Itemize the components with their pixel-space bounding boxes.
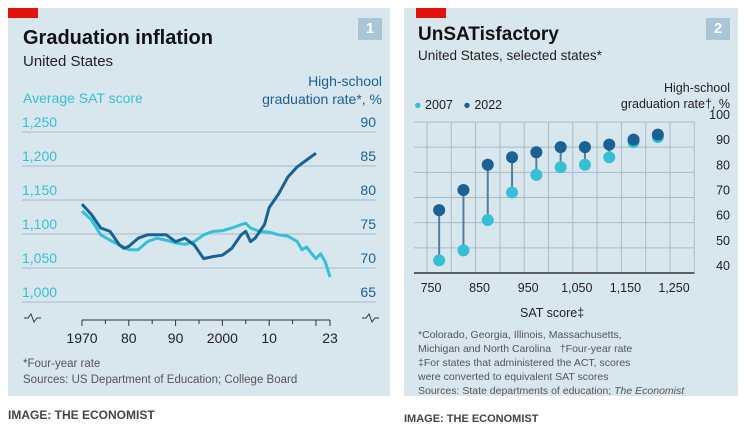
y-tick-label: 90 [716, 133, 730, 147]
left-tick-label: 1,150 [22, 182, 57, 198]
y-tick-label: 40 [716, 259, 730, 273]
economist-red-tag [416, 8, 446, 18]
image-credit: IMAGE: THE ECONOMIST [404, 413, 539, 425]
x-tick-label: 950 [518, 281, 539, 295]
y-tick-label: 80 [716, 158, 730, 172]
chart-panel-unsatisfactory: UnSATisfactory United States, selected s… [404, 8, 738, 398]
legend-dot-2022: ● [463, 98, 471, 112]
dot-2007 [554, 161, 567, 174]
dot-2007 [578, 158, 591, 171]
legend-dot-2007: ● [414, 98, 422, 112]
footnote: *Four-year rate [23, 358, 101, 370]
x-tick-label: 80 [121, 330, 137, 346]
left-tick-label: 1,100 [22, 216, 57, 232]
left-tick-label: 1,000 [22, 284, 57, 300]
economist-red-tag [8, 8, 38, 18]
axis-break-icon [362, 312, 379, 324]
chart-subtitle: United States, selected states* [418, 48, 602, 63]
y-tick-label: 60 [716, 209, 730, 223]
x-tick-label: 1,150 [610, 281, 641, 295]
chart-panel-graduation-inflation: Graduation inflation United States 1 Ave… [8, 8, 390, 396]
series-line-sat [80, 209, 332, 278]
x-tick-label: 10 [261, 330, 277, 346]
dot-2022 [530, 146, 543, 159]
x-axis-label: SAT score‡ [520, 306, 585, 320]
left-tick-label: 1,050 [22, 250, 57, 266]
left-tick-label: 1,200 [22, 148, 57, 164]
right-axis-label: High-school graduation rate*, % [262, 73, 382, 107]
dot-2007 [603, 151, 616, 164]
dot-2007 [530, 168, 543, 181]
chart-title: Graduation inflation [23, 27, 213, 49]
legend: ● 2007 ● 2022 [414, 98, 502, 112]
x-tick-label: 850 [469, 281, 490, 295]
series-line-graduation [80, 151, 317, 261]
y-tick-label: 70 [716, 184, 730, 198]
x-tick-label: 1,250 [658, 281, 689, 295]
legend-2007: 2007 [425, 98, 453, 112]
source: Sources: US Department of Education; Col… [23, 374, 298, 386]
x-tick-label: 750 [421, 281, 442, 295]
right-tick-label: 65 [360, 284, 376, 300]
dot-2007 [506, 186, 519, 199]
chart-number: 1 [358, 18, 382, 40]
x-tick-label: 90 [168, 330, 184, 346]
note-act: ‡For states that administered the ACT, s… [418, 357, 631, 369]
note-act-2: were converted to equivalent SAT scores [418, 371, 609, 383]
y-axis-label: High-school graduation rate†, % [620, 81, 730, 111]
dot-2022 [627, 133, 640, 146]
dot-2022 [554, 141, 567, 154]
dot-2022 [433, 204, 446, 217]
left-axis-label: Average SAT score [23, 90, 143, 106]
dot-2022 [651, 128, 664, 141]
dot-2007 [457, 244, 470, 257]
left-tick-label: 1,250 [22, 114, 57, 130]
right-tick-label: 85 [360, 148, 376, 164]
right-tick-label: 80 [360, 182, 376, 198]
right-tick-label: 70 [360, 250, 376, 266]
notes: *Colorado, Georgia, Illinois, Massachuse… [418, 328, 684, 398]
image-credit: IMAGE: THE ECONOMIST [8, 408, 155, 422]
chart-subtitle: United States [23, 53, 114, 70]
dot-2022 [578, 141, 591, 154]
y-tick-label: 50 [716, 234, 730, 248]
axis-break-icon [24, 312, 41, 324]
dot-2022 [603, 138, 616, 151]
dot-2022 [481, 158, 494, 171]
legend-2022: 2022 [474, 98, 503, 112]
x-tick-label: 1970 [66, 330, 97, 346]
chart-number: 2 [706, 18, 730, 40]
dot-2022 [457, 183, 470, 196]
note-sources: Sources: State departments of education; [418, 385, 615, 397]
right-tick-label: 75 [360, 216, 376, 232]
right-tick-label: 90 [360, 114, 376, 130]
note-economist: The Economist [614, 385, 685, 397]
dot-2022 [506, 151, 519, 164]
x-tick-label: 1,050 [561, 281, 592, 295]
note-four-year: †Four-year rate [559, 343, 633, 355]
note-states-2: Michigan and North Carolina [418, 343, 552, 355]
note-states: *Colorado, Georgia, Illinois, Massachuse… [418, 329, 622, 341]
y-tick-label: 100 [709, 108, 730, 122]
x-tick-label: 23 [322, 330, 338, 346]
dot-2007 [481, 214, 494, 227]
x-tick-label: 2000 [207, 330, 238, 346]
dot-2007 [433, 254, 446, 267]
chart-title: UnSATisfactory [418, 24, 559, 45]
